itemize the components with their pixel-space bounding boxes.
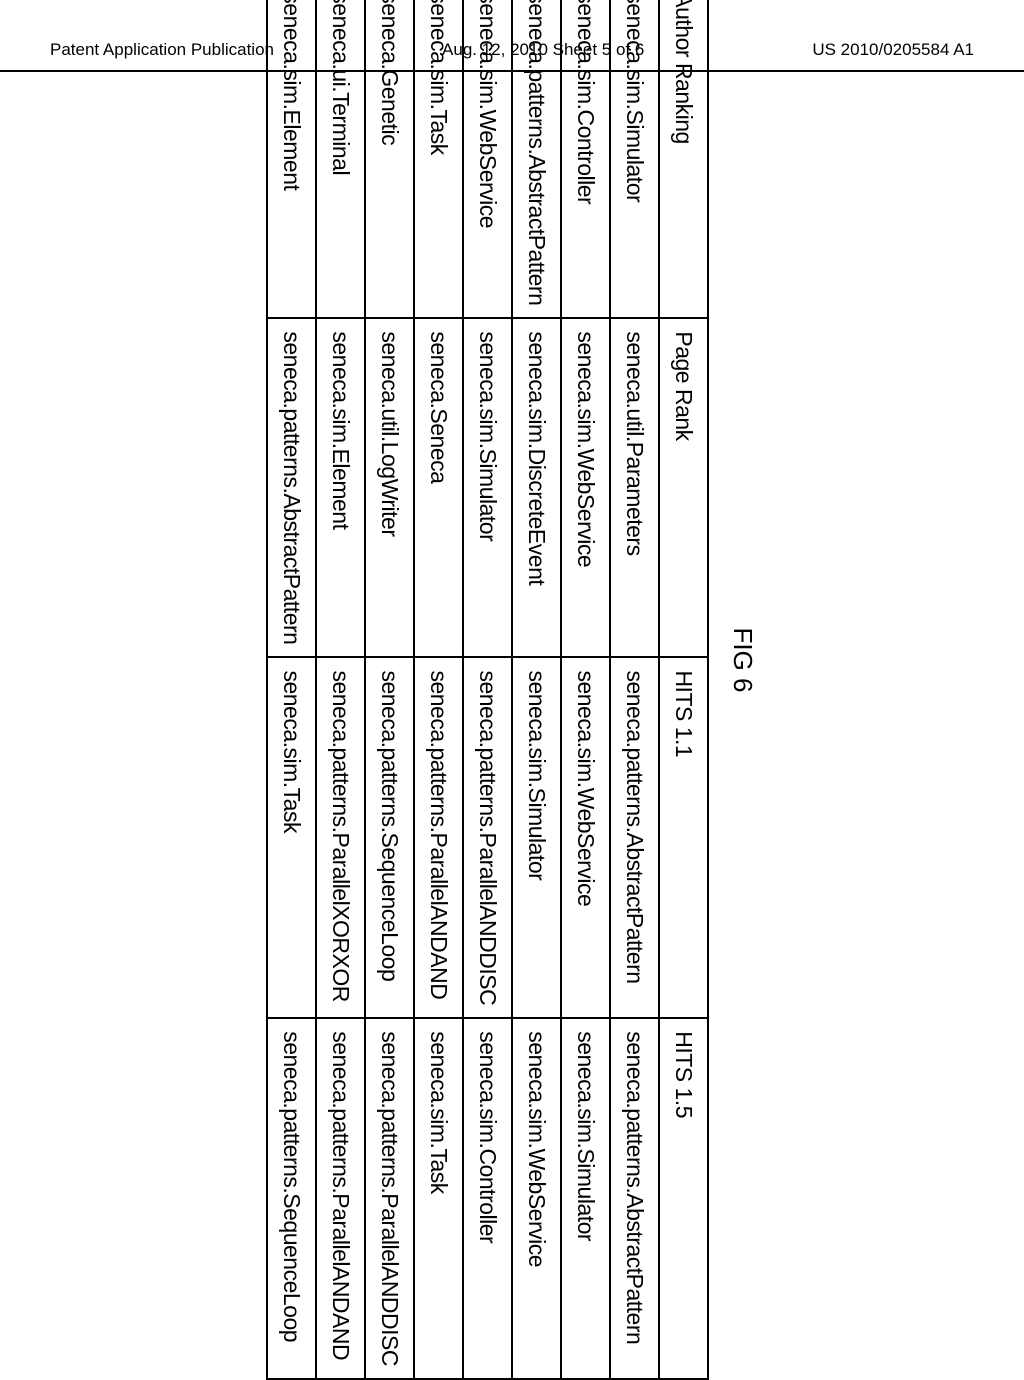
table-cell: seneca.sim.DiscreteEvent bbox=[512, 318, 561, 657]
ranking-table: Author Ranking Page Rank HITS 1.1 HITS 1… bbox=[266, 0, 709, 1380]
table-cell: seneca.sim.Simulator bbox=[561, 1018, 610, 1379]
table-cell: seneca.sim.Simulator bbox=[512, 657, 561, 1018]
table-row: 7seneca.ui.Terminalseneca.sim.Elementsen… bbox=[316, 0, 365, 1379]
table-cell: seneca.sim.Simulator bbox=[610, 0, 659, 318]
table-row: 4seneca.sim.WebServiceseneca.sim.Simulat… bbox=[463, 0, 512, 1379]
col-header-hits11: HITS 1.1 bbox=[659, 657, 708, 1018]
table-cell: seneca.patterns.ParallelANDAND bbox=[316, 1018, 365, 1379]
table-row: 1seneca.sim.Simulatorseneca.util.Paramet… bbox=[610, 0, 659, 1379]
figure-label: FIG 6 bbox=[727, 0, 758, 1380]
table-cell: seneca.Genetic bbox=[365, 0, 414, 318]
table-row: 5seneca.sim.Taskseneca.Senecaseneca.patt… bbox=[414, 0, 463, 1379]
table-cell: seneca.sim.WebService bbox=[512, 1018, 561, 1379]
table-cell: seneca.sim.Task bbox=[414, 0, 463, 318]
table-cell: seneca.patterns.AbstractPattern bbox=[610, 657, 659, 1018]
figure-content: FIG 6 Author Ranking Page Rank HITS 1.1 … bbox=[266, 0, 758, 1380]
table-cell: seneca.ui.Terminal bbox=[316, 0, 365, 318]
table-row: 8seneca.sim.Elementseneca.patterns.Abstr… bbox=[267, 0, 316, 1379]
table-cell: seneca.patterns.AbstractPattern bbox=[267, 318, 316, 657]
table-cell: seneca.Seneca bbox=[414, 318, 463, 657]
table-cell: seneca.patterns.ParallelANDAND bbox=[414, 657, 463, 1018]
table-cell: seneca.sim.Element bbox=[316, 318, 365, 657]
table-cell: seneca.patterns.AbstractPattern bbox=[610, 1018, 659, 1379]
table-header-row: Author Ranking Page Rank HITS 1.1 HITS 1… bbox=[659, 0, 708, 1379]
table-cell: seneca.sim.WebService bbox=[561, 657, 610, 1018]
table-row: 3seneca.patterns.AbstractPatternseneca.s… bbox=[512, 0, 561, 1379]
table-row: 6seneca.Geneticseneca.util.LogWritersene… bbox=[365, 0, 414, 1379]
table-cell: seneca.patterns.ParallelANDDISC bbox=[463, 657, 512, 1018]
table-cell: seneca.sim.Controller bbox=[463, 1018, 512, 1379]
table-cell: seneca.sim.Task bbox=[414, 1018, 463, 1379]
table-cell: seneca.sim.WebService bbox=[561, 318, 610, 657]
table-cell: seneca.sim.Simulator bbox=[463, 318, 512, 657]
header-right: US 2010/0205584 A1 bbox=[812, 40, 974, 60]
table-cell: seneca.util.LogWriter bbox=[365, 318, 414, 657]
table-cell: seneca.sim.Task bbox=[267, 657, 316, 1018]
table-cell: seneca.sim.Controller bbox=[561, 0, 610, 318]
table-cell: seneca.patterns.ParallelANDDISC bbox=[365, 1018, 414, 1379]
table-cell: seneca.patterns.AbstractPattern bbox=[512, 0, 561, 318]
table-cell: seneca.patterns.SequenceLoop bbox=[365, 657, 414, 1018]
col-header-hits15: HITS 1.5 bbox=[659, 1018, 708, 1379]
col-header-author: Author Ranking bbox=[659, 0, 708, 318]
table-cell: seneca.sim.WebService bbox=[463, 0, 512, 318]
col-header-pagerank: Page Rank bbox=[659, 318, 708, 657]
table-cell: seneca.sim.Element bbox=[267, 0, 316, 318]
table-row: 2seneca.sim.Controllerseneca.sim.WebServ… bbox=[561, 0, 610, 1379]
table-cell: seneca.patterns.SequenceLoop bbox=[267, 1018, 316, 1379]
table-cell: seneca.patterns.ParallelXORXOR bbox=[316, 657, 365, 1018]
table-cell: seneca.util.Parameters bbox=[610, 318, 659, 657]
header-left: Patent Application Publication bbox=[50, 40, 274, 60]
